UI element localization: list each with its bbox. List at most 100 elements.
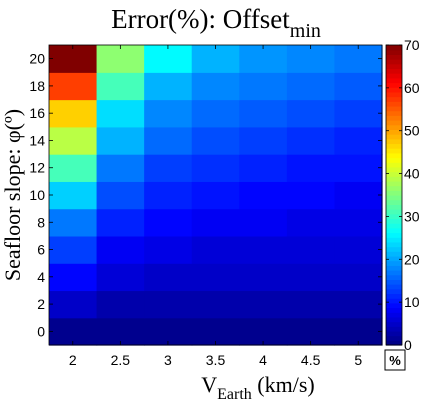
- x-tick-label: 3: [164, 352, 172, 368]
- colorbar-step: [386, 185, 402, 191]
- colorbar-step: [386, 307, 402, 313]
- heatmap-cell: [334, 154, 383, 182]
- y-tick-label: 18: [29, 78, 45, 94]
- colorbar-step: [386, 321, 402, 327]
- heatmap-cell: [239, 181, 288, 210]
- colorbar-step: [386, 157, 402, 163]
- colorbar-step: [386, 204, 402, 210]
- colorbar-tick-label: 60: [404, 80, 420, 96]
- colorbar-step: [386, 237, 402, 243]
- heatmap-cell: [191, 99, 240, 128]
- colorbar: [386, 45, 402, 346]
- colorbar-step: [386, 143, 402, 149]
- heatmap-cell: [334, 235, 383, 264]
- colorbar-step: [386, 180, 402, 187]
- colorbar-step: [386, 59, 402, 65]
- heatmap-cell: [286, 126, 336, 155]
- heatmap-cells: [49, 45, 383, 346]
- colorbar-step: [386, 87, 402, 93]
- colorbar-step: [386, 293, 402, 299]
- colorbar-step: [386, 330, 402, 337]
- heatmap-cell: [49, 290, 98, 319]
- colorbar-step: [386, 49, 402, 55]
- heatmap-cell: [239, 154, 288, 182]
- heatmap-cell: [144, 235, 193, 264]
- colorbar-step: [386, 162, 402, 168]
- colorbar-step: [386, 82, 402, 88]
- heatmap-cell: [191, 208, 240, 237]
- heatmap-cell: [96, 154, 145, 182]
- colorbar-tick-label: 0: [404, 337, 412, 353]
- heatmap-cell: [239, 235, 288, 264]
- heatmap-cell: [286, 45, 336, 73]
- y-tick-label: 12: [29, 160, 45, 176]
- colorbar-tick-label: 30: [404, 208, 420, 224]
- colorbar-step: [386, 63, 402, 70]
- heatmap-cell: [191, 72, 240, 101]
- colorbar-step: [386, 213, 402, 220]
- colorbar-tick-label: 70: [404, 37, 420, 53]
- colorbar-step: [386, 241, 402, 248]
- colorbar-step: [386, 251, 402, 257]
- colorbar-step: [386, 255, 402, 262]
- colorbar-step: [386, 138, 402, 145]
- colorbar-unit-label: %: [389, 353, 401, 368]
- colorbar-step: [386, 316, 402, 323]
- colorbar-step: [386, 105, 402, 112]
- colorbar-step: [386, 77, 402, 84]
- heatmap-cell: [191, 235, 240, 264]
- colorbar-unit-box: [384, 349, 406, 371]
- colorbar-step: [386, 129, 402, 135]
- colorbar-step: [386, 223, 402, 229]
- colorbar-step: [386, 312, 402, 318]
- colorbar-step: [386, 152, 402, 159]
- heatmap-cell: [239, 317, 288, 346]
- y-tick-label: 10: [29, 187, 45, 203]
- colorbar-tick-label: 10: [404, 294, 420, 310]
- colorbar-tick-label: 50: [404, 123, 420, 139]
- heatmap-cell: [334, 263, 383, 292]
- colorbar-step: [386, 298, 402, 304]
- y-axis-ticks: 0 2 4 6 8 10 12 14 16 18 20: [29, 51, 382, 339]
- heatmap-cell: [239, 72, 288, 101]
- chart-title-main: Error(%): Offset: [111, 4, 290, 34]
- heatmap-cell: [96, 126, 145, 155]
- x-axis-label-subscript: Earth: [217, 386, 252, 403]
- colorbar-step: [386, 199, 402, 205]
- heatmap-cell: [144, 208, 193, 237]
- heatmap-cell: [49, 263, 98, 292]
- heatmap-cell: [286, 72, 336, 101]
- heatmap-cell: [334, 317, 383, 346]
- colorbar-step: [386, 274, 402, 280]
- colorbar-step: [386, 101, 402, 107]
- x-axis-label-suffix: (km/s): [252, 372, 315, 397]
- y-axis-label: Seafloor slope: φ(º): [0, 109, 25, 281]
- colorbar-step: [386, 124, 402, 130]
- heatmap-cell: [191, 317, 240, 346]
- colorbar-step: [386, 227, 402, 234]
- x-tick-label: 4.5: [301, 352, 321, 368]
- heatmap-cell: [191, 181, 240, 210]
- x-tick-label: 5: [354, 352, 362, 368]
- heatmap-cell: [286, 317, 336, 346]
- heatmap-cell: [191, 154, 240, 182]
- heatmap-cell: [49, 126, 98, 155]
- heatmap-cell: [49, 235, 98, 264]
- colorbar-step: [386, 54, 402, 60]
- heatmap-cell: [334, 45, 383, 73]
- colorbar-step: [386, 91, 402, 98]
- colorbar-step: [386, 148, 402, 154]
- colorbar-step: [386, 302, 402, 309]
- colorbar-frame: [385, 44, 403, 346]
- y-tick-label: 20: [29, 51, 45, 67]
- heatmap-cell: [96, 181, 145, 210]
- x-axis-label: VEarth (km/s): [201, 372, 315, 403]
- heatmap-cell: [286, 263, 336, 292]
- x-tick-label: 3.5: [206, 352, 226, 368]
- colorbar-tick-label: 40: [404, 166, 420, 182]
- y-tick-label: 4: [37, 269, 45, 285]
- heatmap-cell: [96, 45, 145, 73]
- heatmap-cell: [191, 126, 240, 155]
- heatmap-cell: [96, 99, 145, 128]
- heatmap-cell: [239, 290, 288, 319]
